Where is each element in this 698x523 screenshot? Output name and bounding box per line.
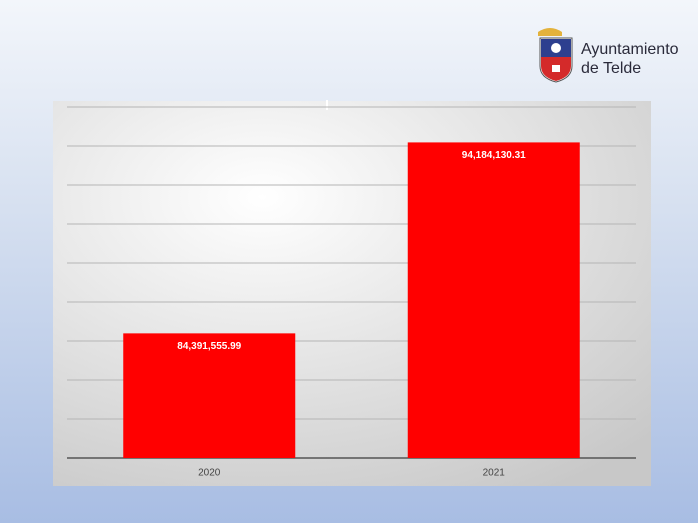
- x-tick-label: 2020: [198, 468, 221, 479]
- bar: [123, 333, 296, 458]
- logo-text: de Telde: [581, 60, 641, 77]
- logo-text: Ayuntamiento: [581, 41, 679, 58]
- logo: Ayuntamiento de Telde: [538, 28, 679, 83]
- value-label: 94,184,130.31: [462, 150, 526, 161]
- bar: [407, 142, 580, 458]
- value-label: 84,391,555.99: [177, 341, 241, 352]
- x-tick-label: 2021: [483, 468, 506, 479]
